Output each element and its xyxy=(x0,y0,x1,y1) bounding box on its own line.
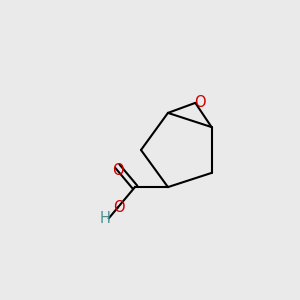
Text: O: O xyxy=(113,200,125,215)
Text: H: H xyxy=(100,211,111,226)
Text: O: O xyxy=(194,95,206,110)
Text: O: O xyxy=(112,164,123,178)
